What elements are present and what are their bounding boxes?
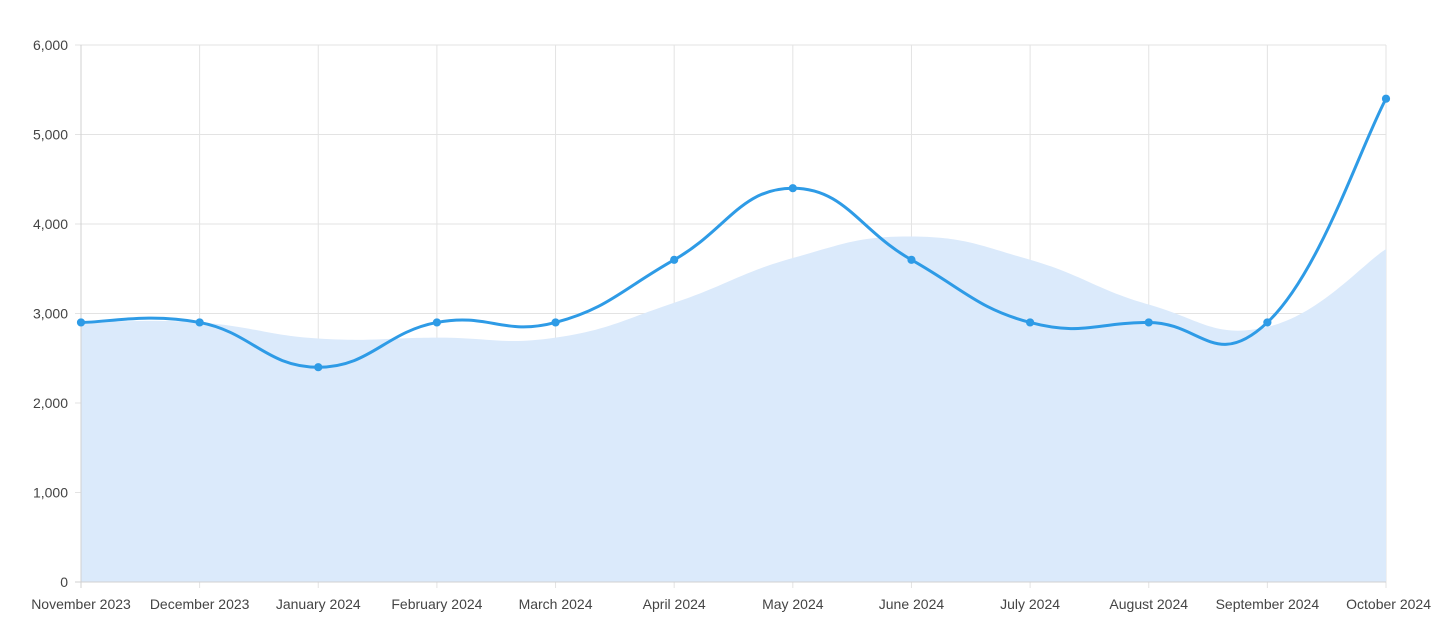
axes <box>75 45 1386 588</box>
y-tick-label: 5,000 <box>33 127 68 143</box>
data-point <box>1263 318 1272 327</box>
data-point <box>670 255 679 264</box>
x-tick-label: April 2024 <box>643 596 706 612</box>
x-tick-label: November 2023 <box>31 596 131 612</box>
data-point <box>432 318 442 327</box>
data-point <box>314 363 323 372</box>
data-point <box>195 318 204 327</box>
x-tick-label: October 2024 <box>1346 596 1431 612</box>
x-tick-label: June 2024 <box>879 596 945 612</box>
x-tick-label: January 2024 <box>276 596 361 612</box>
y-tick-label: 0 <box>60 574 68 590</box>
x-tick-label: September 2024 <box>1216 596 1320 612</box>
data-point <box>1381 94 1391 103</box>
x-tick-label: March 2024 <box>519 596 593 612</box>
data-point <box>551 318 560 327</box>
x-tick-label: August 2024 <box>1109 596 1188 612</box>
x-tick-label: July 2024 <box>1000 596 1060 612</box>
x-tick-label: February 2024 <box>391 596 482 612</box>
y-tick-label: 4,000 <box>33 216 68 232</box>
x-tick-label: December 2023 <box>150 596 250 612</box>
data-point <box>1025 318 1035 327</box>
data-point <box>1144 318 1153 327</box>
data-point <box>907 255 916 264</box>
data-point <box>76 318 86 327</box>
data-point <box>788 184 797 193</box>
y-axis-tick-labels: 0 1,000 2,000 3,000 4,000 5,000 6,000 <box>33 37 68 590</box>
y-tick-label: 3,000 <box>33 306 68 322</box>
y-tick-label: 2,000 <box>33 395 68 411</box>
area-series-fill <box>81 236 1386 582</box>
y-tick-label: 6,000 <box>33 37 68 53</box>
data-points <box>76 94 1391 372</box>
y-tick-label: 1,000 <box>33 485 68 501</box>
x-axis-tick-labels: November 2023 December 2023 January 2024 Fe… <box>31 596 1431 612</box>
x-tick-label: May 2024 <box>762 596 824 612</box>
area-series <box>81 236 1386 582</box>
